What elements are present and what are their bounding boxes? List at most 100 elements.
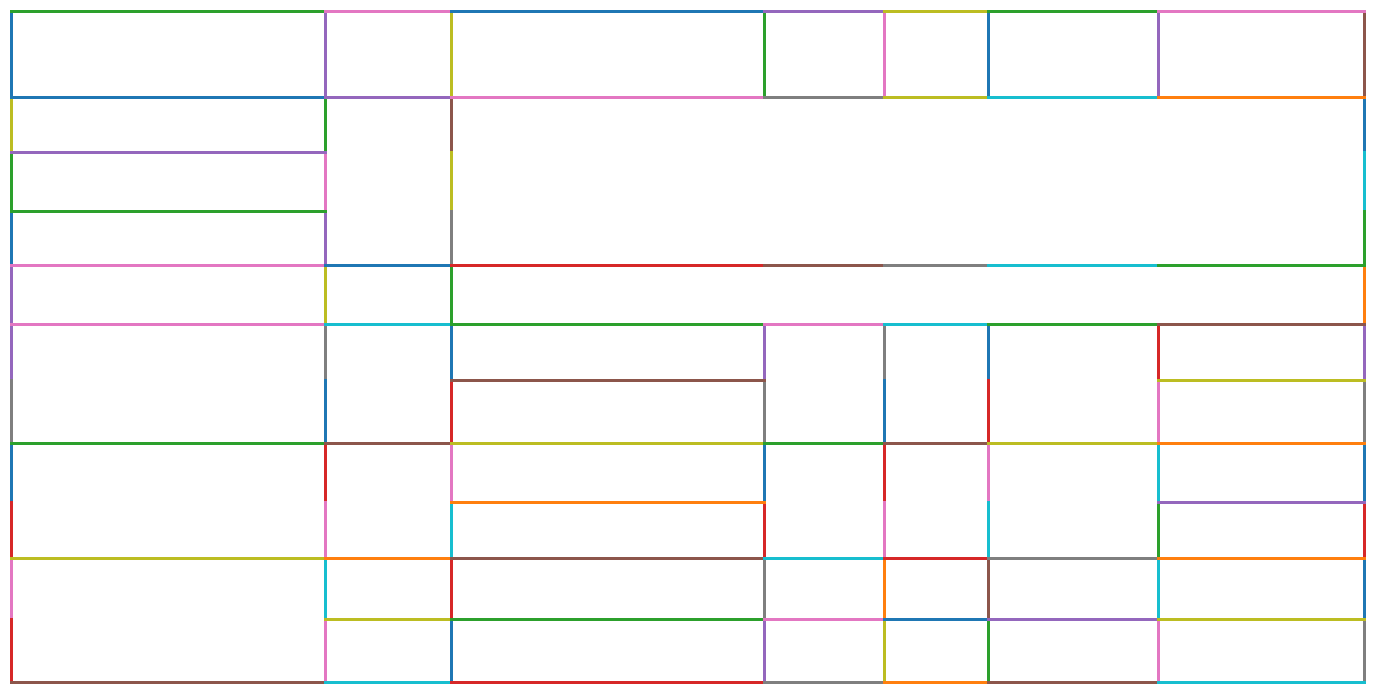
h-line-segment-y619-x764 <box>762 617 886 621</box>
h-line-segment-y682-x1158 <box>1156 680 1366 684</box>
v-line-segment-x884-y558 <box>882 556 886 621</box>
h-line-segment-y265-x884 <box>882 263 990 267</box>
h-line-segment-y558-x325 <box>323 556 453 560</box>
h-line-segment-y265-x988 <box>986 263 1160 267</box>
h-line-segment-y265-x451 <box>449 263 766 267</box>
h-line-segment-y443-x1158 <box>1156 441 1366 445</box>
h-line-segment-y97-x11 <box>9 95 327 99</box>
h-line-segment-y682-x988 <box>986 680 1160 684</box>
v-line-segment-x1158-y324 <box>1156 322 1160 382</box>
v-line-segment-x1364-y380 <box>1362 378 1366 445</box>
v-line-segment-x988-y443 <box>986 441 990 504</box>
v-line-segment-x764-y502 <box>762 500 766 560</box>
v-line-segment-x325-y443 <box>323 441 327 504</box>
v-line-segment-x451-y97 <box>449 95 453 154</box>
v-line-segment-x764-y324 <box>762 322 766 382</box>
v-line-segment-x325-y558 <box>323 556 327 621</box>
v-line-segment-x325-y502 <box>323 500 327 560</box>
h-line-segment-y558-x451 <box>449 556 766 560</box>
v-line-segment-x325-y11 <box>323 9 327 99</box>
v-line-segment-x11-y11 <box>9 9 13 99</box>
h-line-segment-y682-x451 <box>449 680 766 684</box>
h-line-segment-y558-x1158 <box>1156 556 1366 560</box>
h-line-segment-y11-x325 <box>323 9 453 13</box>
h-line-segment-y619-x451 <box>449 617 766 621</box>
v-line-segment-x764-y11 <box>762 9 766 99</box>
v-line-segment-x884-y443 <box>882 441 886 504</box>
v-line-segment-x451-y558 <box>449 556 453 621</box>
h-line-segment-y443-x325 <box>323 441 453 445</box>
h-line-segment-y11-x451 <box>449 9 766 13</box>
h-line-segment-y502-x451 <box>449 500 766 504</box>
v-line-segment-x988-y502 <box>986 500 990 560</box>
v-line-segment-x764-y558 <box>762 556 766 621</box>
h-line-segment-y11-x884 <box>882 9 990 13</box>
v-line-segment-x11-y152 <box>9 150 13 213</box>
v-line-segment-x1364-y324 <box>1362 322 1366 382</box>
v-line-segment-x1364-y265 <box>1362 263 1366 326</box>
v-line-segment-x988-y558 <box>986 556 990 621</box>
v-line-segment-x1364-y443 <box>1362 441 1366 504</box>
v-line-segment-x1364-y502 <box>1362 500 1366 560</box>
v-line-segment-x11-y558 <box>9 556 13 621</box>
v-line-segment-x1364-y558 <box>1362 556 1366 621</box>
v-line-segment-x325-y324 <box>323 322 327 382</box>
h-line-segment-y443-x11 <box>9 441 327 445</box>
h-line-segment-y152-x11 <box>9 150 327 154</box>
v-line-segment-x884-y324 <box>882 322 886 382</box>
h-line-segment-y682-x884 <box>882 680 990 684</box>
v-line-segment-x988-y619 <box>986 617 990 684</box>
v-line-segment-x884-y619 <box>882 617 886 684</box>
h-line-segment-y11-x1158 <box>1156 9 1366 13</box>
v-line-segment-x884-y380 <box>882 378 886 445</box>
v-line-segment-x884-y11 <box>882 9 886 99</box>
h-line-segment-y97-x884 <box>882 95 990 99</box>
v-line-segment-x451-y443 <box>449 441 453 504</box>
h-line-segment-y558-x11 <box>9 556 327 560</box>
v-line-segment-x451-y11 <box>449 9 453 99</box>
h-line-segment-y11-x11 <box>9 9 327 13</box>
h-line-segment-y324-x764 <box>762 322 886 326</box>
h-line-segment-y265-x11 <box>9 263 327 267</box>
h-line-segment-y324-x884 <box>882 322 990 326</box>
v-line-segment-x325-y265 <box>323 263 327 326</box>
h-line-segment-y265-x1158 <box>1156 263 1366 267</box>
h-line-segment-y324-x11 <box>9 322 327 326</box>
v-line-segment-x11-y211 <box>9 209 13 267</box>
v-line-segment-x1158-y11 <box>1156 9 1160 99</box>
v-line-segment-x1158-y502 <box>1156 500 1160 560</box>
v-line-segment-x764-y443 <box>762 441 766 504</box>
v-line-segment-x1158-y558 <box>1156 556 1160 621</box>
v-line-segment-x451-y324 <box>449 322 453 382</box>
v-line-segment-x451-y211 <box>449 209 453 267</box>
h-line-segment-y324-x988 <box>986 322 1160 326</box>
h-line-segment-y97-x325 <box>323 95 453 99</box>
h-line-segment-y619-x884 <box>882 617 990 621</box>
h-line-segment-y97-x451 <box>449 95 766 99</box>
h-line-segment-y324-x451 <box>449 322 766 326</box>
v-line-segment-x325-y380 <box>323 378 327 445</box>
v-line-segment-x451-y619 <box>449 617 453 684</box>
v-line-segment-x1364-y97 <box>1362 95 1366 154</box>
v-line-segment-x884-y502 <box>882 500 886 560</box>
h-line-segment-y97-x1158 <box>1156 95 1366 99</box>
v-line-segment-x988-y380 <box>986 378 990 445</box>
v-line-segment-x11-y619 <box>9 617 13 684</box>
h-line-segment-y558-x764 <box>762 556 886 560</box>
v-line-segment-x1364-y619 <box>1362 617 1366 684</box>
h-line-segment-y502-x1158 <box>1156 500 1366 504</box>
v-line-segment-x11-y380 <box>9 378 13 445</box>
v-line-segment-x451-y502 <box>449 500 453 560</box>
h-line-segment-y211-x11 <box>9 209 327 213</box>
v-line-segment-x325-y619 <box>323 617 327 684</box>
v-line-segment-x325-y97 <box>323 95 327 154</box>
v-line-segment-x11-y97 <box>9 95 13 154</box>
h-line-segment-y97-x764 <box>762 95 886 99</box>
h-line-segment-y443-x764 <box>762 441 886 445</box>
v-line-segment-x1364-y152 <box>1362 150 1366 213</box>
h-line-segment-y619-x988 <box>986 617 1160 621</box>
h-line-segment-y443-x451 <box>449 441 766 445</box>
h-line-segment-y443-x884 <box>882 441 990 445</box>
v-line-segment-x451-y152 <box>449 150 453 213</box>
